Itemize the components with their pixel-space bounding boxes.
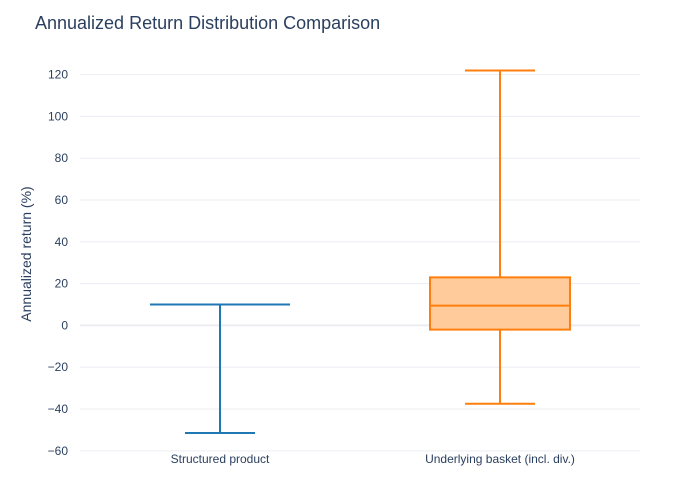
y-tick-label: 80 xyxy=(55,151,69,165)
y-tick-label: −20 xyxy=(48,360,69,374)
grid-layer xyxy=(80,74,640,452)
y-tick-labels: 120 100 80 60 40 20 0 −20 −40 −60 xyxy=(48,68,69,458)
iqr-box xyxy=(429,276,571,331)
x-tick-label: Structured product xyxy=(171,452,270,466)
x-tick-labels: Structured product Underlying basket (inc… xyxy=(171,452,575,466)
y-tick-label: 60 xyxy=(55,193,69,207)
box-structured-product xyxy=(150,303,290,435)
y-axis-title: Annualized return (%) xyxy=(18,186,34,321)
box-underlying-basket xyxy=(429,69,571,405)
y-tick-label: 120 xyxy=(48,68,68,82)
y-tick-label: −60 xyxy=(48,444,69,458)
y-tick-label: 20 xyxy=(55,277,69,291)
y-tick-label: 40 xyxy=(55,235,69,249)
x-tick-label: Underlying basket (incl. div.) xyxy=(425,452,575,466)
y-tick-label: 100 xyxy=(48,109,68,123)
box-layer xyxy=(150,69,571,435)
y-tick-label: 0 xyxy=(61,318,68,332)
chart-title: Annualized Return Distribution Compariso… xyxy=(35,13,380,33)
y-tick-label: −40 xyxy=(48,402,69,416)
